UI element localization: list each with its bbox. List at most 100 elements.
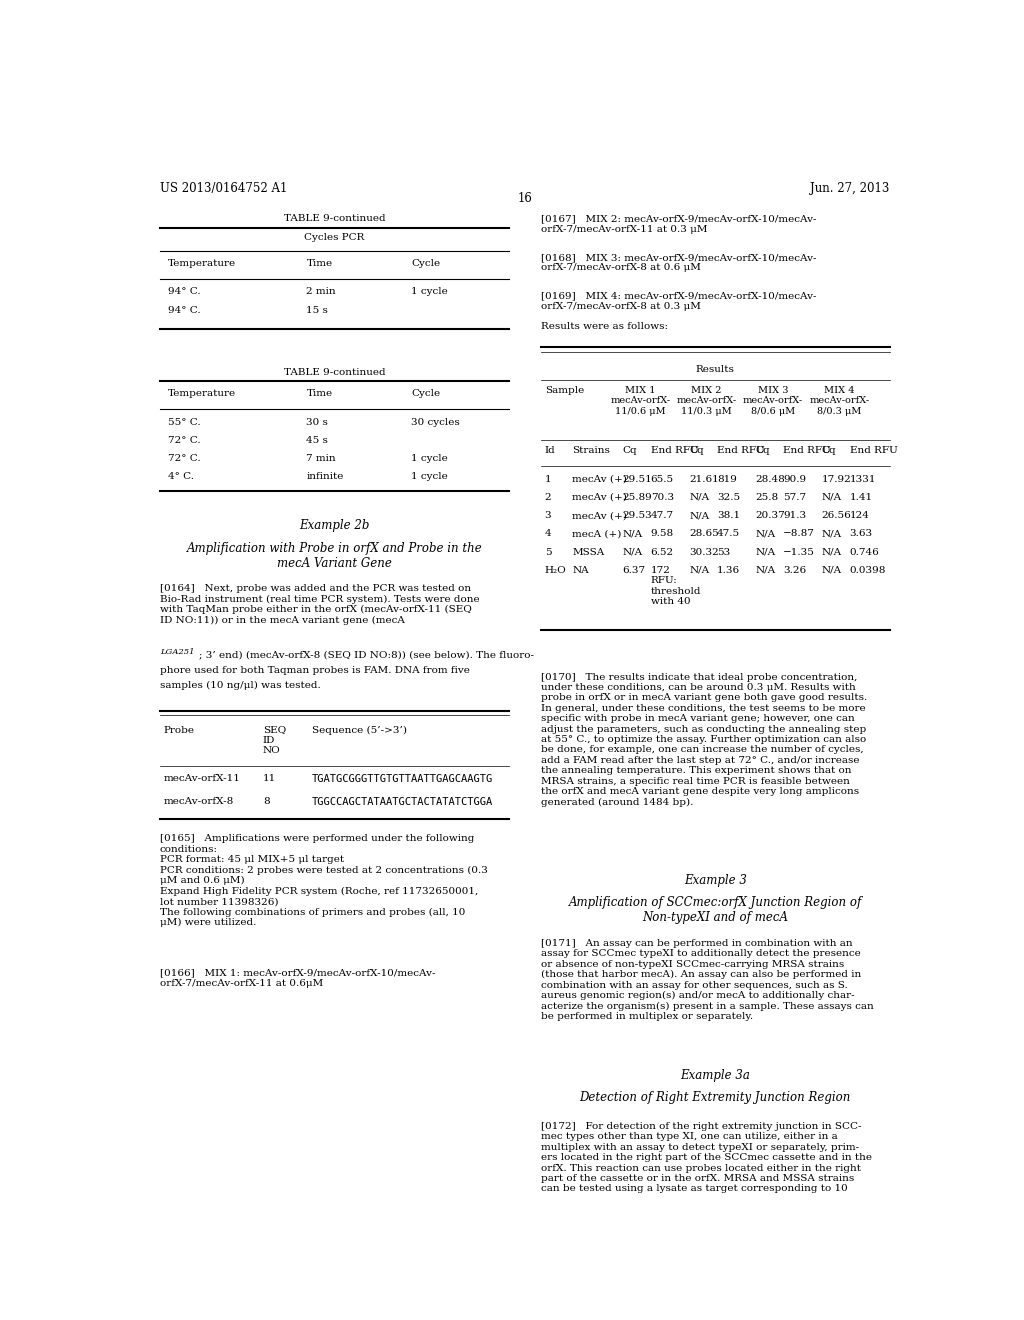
Text: MIX 4
mecAv-orfX-
8/0.3 μM: MIX 4 mecAv-orfX- 8/0.3 μM [809, 385, 869, 416]
Text: H₂O: H₂O [545, 566, 566, 576]
Text: N/A: N/A [756, 566, 775, 576]
Text: mecAv (+): mecAv (+) [572, 492, 627, 502]
Text: mecAv-orfX-8: mecAv-orfX-8 [164, 797, 233, 805]
Text: Cq: Cq [822, 446, 837, 455]
Text: 91.3: 91.3 [783, 511, 807, 520]
Text: Amplification with Probe in orfX and Probe in the
mecA Variant Gene: Amplification with Probe in orfX and Pro… [186, 541, 482, 570]
Text: 16: 16 [517, 191, 532, 205]
Text: 1 cycle: 1 cycle [412, 454, 447, 463]
Text: [0172]   For detection of the right extremity junction in SCC-
mec types other t: [0172] For detection of the right extrem… [541, 1122, 871, 1193]
Text: 28.48: 28.48 [756, 474, 785, 483]
Text: 72° C.: 72° C. [168, 454, 201, 463]
Text: 15 s: 15 s [306, 306, 329, 314]
Text: 4: 4 [545, 529, 551, 539]
Text: Amplification of SCCmec:orfX Junction Region of
Non-typeXI and of mecA: Amplification of SCCmec:orfX Junction Re… [568, 896, 862, 924]
Text: 9.58: 9.58 [650, 529, 674, 539]
Text: 17.92: 17.92 [822, 474, 852, 483]
Text: Probe: Probe [164, 726, 195, 734]
Text: 21.61: 21.61 [689, 474, 719, 483]
Text: 25.89: 25.89 [623, 492, 652, 502]
Text: Temperature: Temperature [168, 259, 236, 268]
Text: 6.37: 6.37 [623, 566, 646, 576]
Text: [0168]   MIX 3: mecAv-orfX-9/mecAv-orfX-10/mecAv-
orfX-7/mecAv-orfX-8 at 0.6 μM: [0168] MIX 3: mecAv-orfX-9/mecAv-orfX-10… [541, 253, 816, 272]
Text: 65.5: 65.5 [650, 474, 674, 483]
Text: N/A: N/A [822, 566, 842, 576]
Text: MIX 1
mecAv-orfX-
11/0.6 μM: MIX 1 mecAv-orfX- 11/0.6 μM [610, 385, 671, 416]
Text: 7 min: 7 min [306, 454, 336, 463]
Text: 45 s: 45 s [306, 436, 329, 445]
Text: 30.32: 30.32 [689, 548, 719, 557]
Text: 94° C.: 94° C. [168, 288, 201, 297]
Text: mecAv-orfX-11: mecAv-orfX-11 [164, 775, 241, 783]
Text: phore used for both Taqman probes is FAM. DNA from five: phore used for both Taqman probes is FAM… [160, 665, 470, 675]
Text: Id: Id [545, 446, 555, 455]
Text: End RFU: End RFU [783, 446, 831, 455]
Text: Cycle: Cycle [412, 389, 440, 399]
Text: 3: 3 [545, 511, 551, 520]
Text: 1.36: 1.36 [717, 566, 740, 576]
Text: 25.8: 25.8 [756, 492, 778, 502]
Text: N/A: N/A [756, 529, 775, 539]
Text: Sequence (5’->3’): Sequence (5’->3’) [311, 726, 407, 735]
Text: 29.51: 29.51 [623, 474, 652, 483]
Text: US 2013/0164752 A1: US 2013/0164752 A1 [160, 182, 287, 195]
Text: 3.63: 3.63 [850, 529, 872, 539]
Text: samples (10 ng/μl) was tested.: samples (10 ng/μl) was tested. [160, 681, 321, 690]
Text: 90.9: 90.9 [783, 474, 807, 483]
Text: Cycle: Cycle [412, 259, 440, 268]
Text: N/A: N/A [689, 511, 710, 520]
Text: 8: 8 [263, 797, 269, 805]
Text: 2 min: 2 min [306, 288, 336, 297]
Text: 0.0398: 0.0398 [850, 566, 886, 576]
Text: [0169]   MIX 4: mecAv-orfX-9/mecAv-orfX-10/mecAv-
orfX-7/mecAv-orfX-8 at 0.3 μM: [0169] MIX 4: mecAv-orfX-9/mecAv-orfX-10… [541, 292, 816, 312]
Text: Results: Results [696, 364, 734, 374]
Text: 30 s: 30 s [306, 417, 329, 426]
Text: LGA251: LGA251 [160, 648, 195, 656]
Text: Cq: Cq [756, 446, 770, 455]
Text: 30 cycles: 30 cycles [412, 417, 460, 426]
Text: 1.41: 1.41 [850, 492, 872, 502]
Text: N/A: N/A [756, 548, 775, 557]
Text: 1 cycle: 1 cycle [412, 288, 447, 297]
Text: Cycles PCR: Cycles PCR [304, 232, 365, 242]
Text: 47.7: 47.7 [650, 511, 674, 520]
Text: Example 3a: Example 3a [680, 1069, 751, 1082]
Text: [0166]   MIX 1: mecAv-orfX-9/mecAv-orfX-10/mecAv-
orfX-7/mecAv-orfX-11 at 0.6μM: [0166] MIX 1: mecAv-orfX-9/mecAv-orfX-10… [160, 969, 435, 987]
Text: 32.5: 32.5 [717, 492, 740, 502]
Text: 53: 53 [717, 548, 730, 557]
Text: 1 cycle: 1 cycle [412, 473, 447, 482]
Text: 29.53: 29.53 [623, 511, 652, 520]
Text: 1331: 1331 [850, 474, 877, 483]
Text: MIX 2
mecAv-orfX-
11/0.3 μM: MIX 2 mecAv-orfX- 11/0.3 μM [677, 385, 736, 416]
Text: −8.87: −8.87 [783, 529, 815, 539]
Text: 28.65: 28.65 [689, 529, 719, 539]
Text: 124: 124 [850, 511, 869, 520]
Text: 2: 2 [545, 492, 551, 502]
Text: Jun. 27, 2013: Jun. 27, 2013 [810, 182, 890, 195]
Text: Example 3: Example 3 [684, 874, 746, 887]
Text: 11: 11 [263, 775, 276, 783]
Text: Strains: Strains [572, 446, 610, 455]
Text: N/A: N/A [822, 492, 842, 502]
Text: [0171]   An assay can be performed in combination with an
assay for SCCmec typeX: [0171] An assay can be performed in comb… [541, 939, 873, 1022]
Text: ; 3’ end) (mecAv-orfX-8 (SEQ ID NO:8)) (see below). The fluoro-: ; 3’ end) (mecAv-orfX-8 (SEQ ID NO:8)) (… [200, 651, 535, 659]
Text: End RFU: End RFU [717, 446, 765, 455]
Text: N/A: N/A [689, 566, 710, 576]
Text: [0170]   The results indicate that ideal probe concentration,
under these condit: [0170] The results indicate that ideal p… [541, 673, 867, 807]
Text: −1.35: −1.35 [783, 548, 815, 557]
Text: 1: 1 [545, 474, 551, 483]
Text: Time: Time [306, 389, 333, 399]
Text: 819: 819 [717, 474, 737, 483]
Text: Detection of Right Extremity Junction Region: Detection of Right Extremity Junction Re… [580, 1092, 851, 1105]
Text: 38.1: 38.1 [717, 511, 740, 520]
Text: End RFU: End RFU [650, 446, 698, 455]
Text: TABLE 9-continued: TABLE 9-continued [284, 368, 385, 376]
Text: 72° C.: 72° C. [168, 436, 201, 445]
Text: TGATGCGGGTTGTGTTAATTGAGCAAGTG: TGATGCGGGTTGTGTTAATTGAGCAAGTG [311, 775, 493, 784]
Text: [0164]   Next, probe was added and the PCR was tested on
Bio-Rad instrument (rea: [0164] Next, probe was added and the PCR… [160, 585, 479, 624]
Text: N/A: N/A [623, 548, 643, 557]
Text: 5: 5 [545, 548, 551, 557]
Text: 0.746: 0.746 [850, 548, 880, 557]
Text: MSSA: MSSA [572, 548, 604, 557]
Text: End RFU: End RFU [850, 446, 897, 455]
